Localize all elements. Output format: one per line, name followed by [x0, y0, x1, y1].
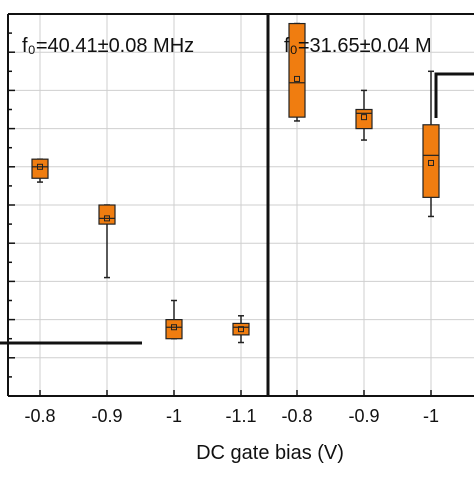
box-body [165, 319, 183, 340]
box-body [98, 204, 116, 225]
box-body [31, 158, 49, 179]
reference-bracket [434, 72, 474, 118]
x-tick-label: -0.8 [281, 406, 312, 426]
x-tick-label: -1 [166, 406, 182, 426]
box-1--1.1 [232, 315, 250, 344]
x-tick-label: -1 [423, 406, 439, 426]
box-2--0.9 [355, 89, 373, 141]
x-tick-label: -1.1 [225, 406, 256, 426]
x-axis-label: DC gate bias (V) [196, 442, 344, 464]
mean-marker [428, 159, 434, 166]
box-body [232, 322, 250, 336]
box-marks [31, 22, 440, 344]
x-tick-label: -0.9 [348, 406, 379, 426]
box-body [355, 108, 373, 130]
grid [8, 14, 474, 396]
mean-marker [238, 326, 244, 333]
mean-marker [171, 324, 177, 331]
box-2--0.8 [288, 22, 306, 122]
mean-marker [361, 114, 367, 121]
box-1--0.8 [31, 158, 49, 183]
box-body [422, 124, 440, 198]
box-1--1 [165, 299, 183, 340]
box-1--0.9 [98, 204, 116, 279]
mean-marker [104, 215, 110, 222]
x-tick-label: -0.9 [91, 406, 122, 426]
panel-1-annotation: f₀=40.41±0.08 MHz [22, 35, 194, 57]
mean-marker [37, 163, 43, 170]
panel-2-annotation: f₀=31.65±0.04 M [284, 35, 432, 57]
x-tick-label: -0.8 [24, 406, 55, 426]
box-body [288, 22, 306, 118]
axis-ticks: -0.8 -0.9 -1 -1.1 -0.8 -0.9 -1 [8, 13, 439, 426]
box-2--1 [422, 70, 440, 218]
mean-marker [294, 75, 300, 82]
